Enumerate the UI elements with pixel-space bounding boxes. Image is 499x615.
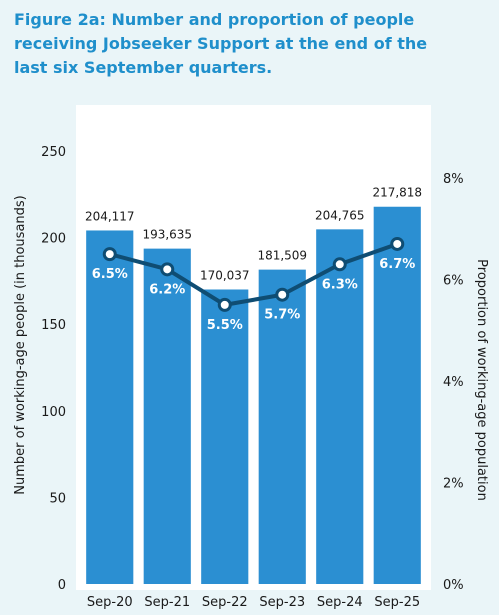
proportion-point [275, 287, 290, 302]
y-tick-left: 200 [41, 232, 66, 247]
y-axis-right-label: Proportion of working-age population [474, 259, 489, 501]
x-tick-label: Sep-20 [87, 595, 133, 610]
bar-Sep-22 [201, 289, 249, 584]
title-line-1: Figure 2a: Number and proportion of peop… [14, 10, 415, 29]
title-line-2: receiving Jobseeker Support at the end o… [14, 34, 428, 53]
proportion-label: 5.7% [264, 308, 300, 323]
plot-area [76, 105, 431, 590]
proportion-point [102, 247, 117, 262]
bar-Sep-23 [258, 269, 306, 584]
bar-Sep-24 [316, 229, 364, 584]
y-tick-left: 150 [41, 318, 66, 333]
y-tick-left: 50 [49, 491, 66, 506]
x-ticks-layer: Sep-20 Sep-21 Sep-22 Sep-23 Sep-24 Sep-25 [87, 595, 420, 610]
y-axis-left-label: Number of working-age people (in thousan… [13, 195, 28, 494]
x-tick-label: Sep-23 [259, 595, 305, 610]
figure-title: Figure 2a: Number and proportion of peop… [14, 8, 484, 80]
y-tick-right: 4% [443, 375, 464, 390]
right-ticks-layer: 0% 2% 4% 6% 8% [443, 172, 464, 593]
bar-Sep-20 [86, 230, 134, 584]
line-layer [102, 236, 405, 312]
proportion-label: 6.2% [149, 282, 185, 297]
proportion-point [217, 297, 232, 312]
bar-Sep-25 [373, 206, 421, 584]
proportion-label: 5.5% [207, 318, 243, 333]
bar-value-label: 204,765 [315, 208, 365, 222]
y-tick-right: 0% [443, 578, 464, 593]
bar-value-label: 170,037 [200, 268, 250, 282]
proportion-label: 6.5% [92, 267, 128, 282]
bar-Sep-21 [143, 248, 191, 584]
y-tick-right: 2% [443, 477, 464, 492]
proportion-point [390, 236, 405, 251]
pct-labels-layer: 6.5% 6.2% 5.5% 5.7% 6.3% 6.7% [92, 257, 416, 333]
proportion-point [332, 257, 347, 272]
proportion-line [109, 242, 398, 307]
proportion-label: 6.3% [322, 277, 358, 292]
bar-labels-layer: 204,117 193,635 170,037 181,509 204,765 217,8… [85, 186, 422, 283]
bar-value-label: 181,509 [257, 249, 307, 263]
proportion-label: 6.7% [379, 257, 415, 272]
y-tick-left: 100 [41, 405, 66, 420]
bar-value-label: 204,117 [85, 209, 135, 223]
y-tick-right: 6% [443, 274, 464, 289]
x-tick-label: Sep-25 [374, 595, 420, 610]
x-tick-label: Sep-21 [144, 595, 190, 610]
bar-value-label: 217,818 [372, 186, 422, 200]
proportion-point [160, 262, 175, 277]
left-ticks-layer: 0 50 100 150 200 250 [41, 145, 66, 593]
title-line-3: last six September quarters. [14, 58, 273, 77]
y-tick-left: 250 [41, 145, 66, 160]
x-tick-label: Sep-22 [202, 595, 248, 610]
x-tick-label: Sep-24 [317, 595, 363, 610]
y-tick-right: 8% [443, 172, 464, 187]
bars-layer [86, 206, 421, 584]
y-tick-left: 0 [58, 578, 66, 593]
bar-value-label: 193,635 [142, 228, 192, 242]
